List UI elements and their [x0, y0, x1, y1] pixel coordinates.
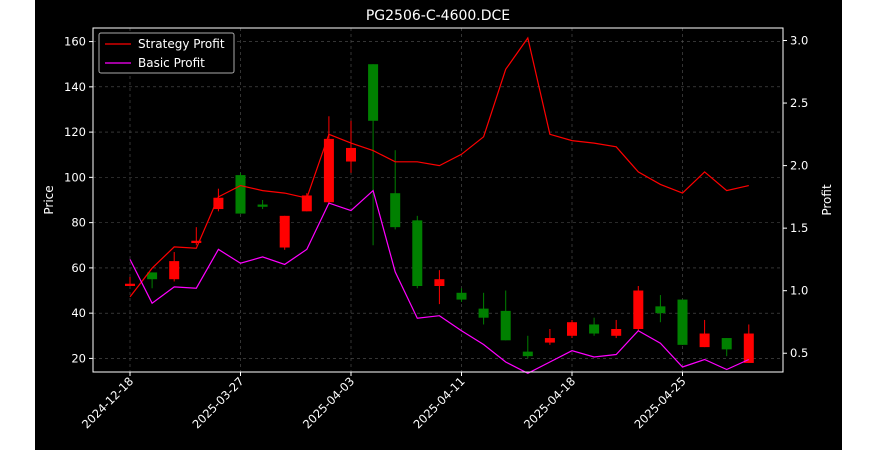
candle-body: [147, 272, 158, 280]
candle-body: [677, 299, 688, 345]
candle-body: [191, 240, 202, 243]
legend-box: [98, 32, 235, 74]
legend: Strategy Profit Basic Profit: [98, 32, 235, 74]
y-left-tick-label: 20: [71, 351, 86, 365]
candle-body: [368, 64, 379, 121]
candle-body: [456, 292, 467, 300]
candle-body: [412, 220, 423, 286]
chart-title: PG2506-C-4600.DCE: [366, 8, 510, 24]
profit-lines: [129, 36, 750, 374]
candle-body: [500, 310, 511, 341]
candle-body: [633, 290, 644, 329]
y-left-tick-label: 80: [71, 216, 86, 230]
legend-basic-label: Basic Profit: [138, 56, 205, 70]
candle-body: [169, 261, 180, 280]
candle-body: [125, 283, 135, 286]
candle-body: [390, 193, 401, 228]
candle-body: [544, 338, 555, 343]
candle-body: [323, 138, 334, 203]
y-right-tick-label: 1.5: [790, 221, 808, 235]
candle-body: [434, 279, 445, 286]
y-left-tick-label: 160: [64, 35, 86, 49]
chart-canvas: 20 40 60 80 100 120 140 160 0.5 1.0 1.5 2.0 2.5 3.0 20…: [35, 0, 842, 450]
y-axis-right-label: Profit: [820, 184, 834, 216]
x-tick-label: 2025-03-27: [189, 374, 246, 431]
y-right-tick-label: 1.0: [790, 284, 808, 298]
strategy-profit-line: [129, 36, 749, 298]
candle-body: [699, 333, 710, 348]
y-right-tick-label: 3.0: [790, 34, 808, 48]
y-right-tick-label: 2.5: [790, 96, 808, 110]
y-left-tick-label: 120: [64, 125, 86, 139]
x-tick-label: 2025-04-18: [521, 374, 578, 431]
plot-frame: [92, 27, 784, 373]
x-tick-label: 2024-12-18: [79, 374, 136, 431]
candles: [125, 64, 754, 363]
y-left-tick-label: 40: [71, 306, 86, 320]
x-tick-label: 2025-04-03: [300, 374, 357, 431]
x-tick-label: 2025-04-11: [410, 374, 467, 431]
candle-body: [213, 197, 224, 210]
candle-body: [279, 215, 290, 248]
y-left-tick-label: 60: [71, 261, 86, 275]
candle-body: [567, 322, 577, 336]
y-left-tick-label: 140: [64, 80, 86, 94]
y-left-tick-label: 100: [64, 170, 86, 184]
candle-body: [257, 204, 268, 207]
grid: [93, 28, 783, 372]
candle-body: [611, 329, 622, 336]
y-right-tick-label: 2.0: [790, 159, 808, 173]
candle-body: [721, 338, 732, 350]
candle-body: [655, 306, 666, 314]
x-tick-label: 2025-04-25: [631, 374, 688, 431]
candle-body: [522, 351, 533, 357]
candlestick-chart: 20 40 60 80 100 120 140 160 0.5 1.0 1.5 2.0 2.5 3.0 20…: [42, 8, 834, 431]
y-axis-left-label: Price: [42, 185, 56, 214]
basic-profit-line: [129, 189, 750, 374]
candle-body: [346, 147, 356, 162]
candle-body: [301, 195, 312, 212]
candle-body: [235, 175, 246, 214]
legend-strategy-label: Strategy Profit: [138, 37, 225, 51]
candle-body: [743, 333, 754, 363]
candle-body: [589, 324, 600, 334]
candle-body: [478, 308, 489, 318]
y-right-tick-label: 0.5: [790, 346, 808, 360]
